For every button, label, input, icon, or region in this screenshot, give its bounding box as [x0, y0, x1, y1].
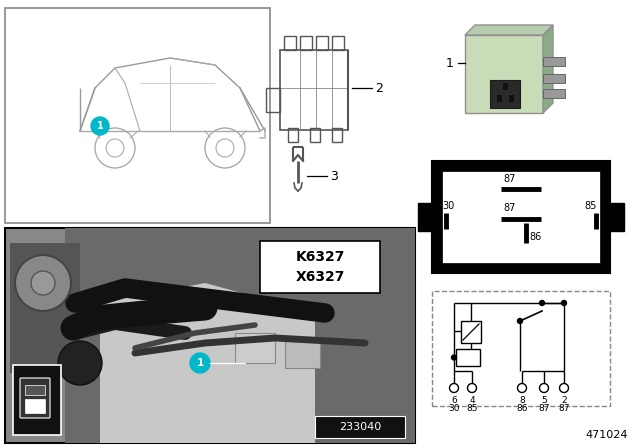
Bar	[432, 291, 610, 406]
Text: 471024: 471024	[586, 430, 628, 440]
Circle shape	[15, 255, 71, 311]
Bar	[332, 36, 344, 50]
Circle shape	[91, 117, 109, 135]
Bar	[456, 349, 480, 366]
Polygon shape	[100, 283, 315, 443]
Circle shape	[518, 319, 522, 323]
Bar	[418, 203, 432, 231]
Bar	[315, 416, 405, 438]
Text: 5: 5	[541, 396, 547, 405]
Circle shape	[451, 355, 456, 360]
Bar	[461, 321, 481, 343]
Bar	[543, 89, 565, 98]
Bar	[10, 243, 80, 373]
Bar	[65, 228, 415, 443]
Text: 2: 2	[375, 82, 383, 95]
Bar	[288, 128, 298, 142]
Bar	[13, 365, 61, 435]
Bar	[502, 82, 508, 90]
Bar	[300, 36, 312, 50]
Bar	[332, 128, 342, 142]
Bar	[285, 340, 320, 368]
FancyBboxPatch shape	[20, 378, 50, 418]
Bar	[496, 94, 502, 102]
Circle shape	[449, 383, 458, 392]
Bar	[25, 399, 45, 413]
Text: 87: 87	[538, 404, 550, 413]
Circle shape	[58, 341, 102, 385]
Circle shape	[540, 301, 545, 306]
Bar	[260, 241, 380, 293]
Circle shape	[467, 383, 477, 392]
Text: 233040: 233040	[339, 422, 381, 432]
Bar	[266, 88, 280, 112]
Bar	[5, 8, 270, 223]
Bar	[5, 228, 415, 443]
Text: 6: 6	[451, 396, 457, 405]
Text: 87: 87	[503, 174, 515, 184]
Circle shape	[31, 271, 55, 295]
Bar	[543, 57, 565, 66]
Circle shape	[518, 383, 527, 392]
Bar	[235, 333, 275, 363]
Text: 8: 8	[519, 396, 525, 405]
Text: 1: 1	[196, 358, 204, 368]
Bar	[543, 74, 565, 83]
Text: 3: 3	[330, 169, 338, 182]
Text: 85: 85	[584, 201, 596, 211]
Bar	[508, 94, 514, 102]
Text: 87: 87	[558, 404, 570, 413]
Text: 86: 86	[529, 232, 541, 242]
Bar	[310, 128, 320, 142]
Polygon shape	[465, 25, 553, 35]
Text: 87: 87	[503, 203, 515, 213]
Bar	[280, 50, 348, 130]
Bar	[432, 161, 610, 273]
Text: 85: 85	[467, 404, 477, 413]
Bar	[442, 171, 600, 263]
Bar	[465, 35, 543, 113]
Text: 4: 4	[469, 396, 475, 405]
Circle shape	[559, 383, 568, 392]
Text: X6327: X6327	[295, 270, 345, 284]
Bar	[25, 385, 45, 395]
Text: K6327: K6327	[295, 250, 345, 264]
Text: 2: 2	[561, 396, 567, 405]
Polygon shape	[543, 25, 553, 113]
Text: 86: 86	[516, 404, 528, 413]
Bar	[316, 36, 328, 50]
Circle shape	[561, 301, 566, 306]
Bar	[284, 36, 296, 50]
Circle shape	[540, 383, 548, 392]
Text: 30: 30	[448, 404, 460, 413]
Bar	[610, 203, 624, 231]
Circle shape	[190, 353, 210, 373]
Text: 30: 30	[442, 201, 454, 211]
Text: 1: 1	[446, 56, 454, 69]
Bar	[490, 80, 520, 108]
Text: 1: 1	[97, 121, 104, 131]
